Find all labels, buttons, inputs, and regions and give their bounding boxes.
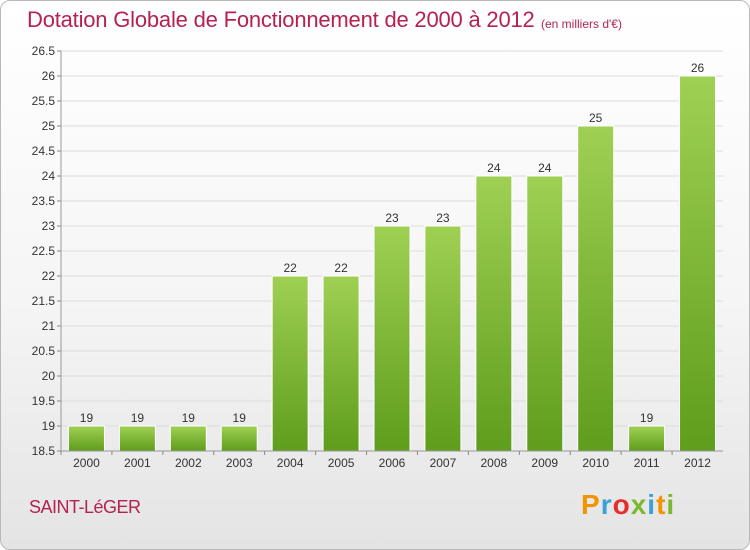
x-tick-label: 2004 bbox=[277, 456, 304, 470]
bar-2001 bbox=[118, 425, 156, 452]
logo-letter: t bbox=[656, 489, 667, 520]
bar-2004 bbox=[271, 275, 309, 452]
bar-value-label: 22 bbox=[283, 261, 297, 275]
bar-value-label: 22 bbox=[334, 261, 348, 275]
bar-value-label: 19 bbox=[233, 411, 247, 425]
y-tick-label: 20.5 bbox=[32, 344, 56, 358]
x-tick-label: 2009 bbox=[531, 456, 558, 470]
logo-letter: x bbox=[630, 489, 648, 520]
logo-letter: o bbox=[612, 489, 631, 520]
y-tick-label: 26 bbox=[42, 69, 56, 83]
y-tick-label: 21.5 bbox=[32, 294, 56, 308]
bar-2011 bbox=[628, 425, 666, 452]
bar-2008 bbox=[475, 175, 513, 452]
y-tick-label: 25.5 bbox=[32, 94, 56, 108]
y-tick-label: 18.5 bbox=[32, 444, 56, 458]
bar-2006 bbox=[373, 225, 411, 452]
x-tick-label: 2011 bbox=[634, 456, 660, 470]
logo-letter: i bbox=[666, 489, 676, 520]
commune-name: SAINT-LéGER bbox=[29, 497, 141, 517]
x-tick-label: 2005 bbox=[328, 456, 355, 470]
bar-2007 bbox=[424, 225, 462, 452]
bar-2000 bbox=[67, 425, 105, 452]
x-tick-label: 2012 bbox=[684, 456, 711, 470]
bar-value-label: 19 bbox=[640, 411, 654, 425]
y-tick-label: 24 bbox=[42, 169, 56, 183]
bar-value-label: 23 bbox=[436, 211, 450, 225]
y-tick-label: 24.5 bbox=[32, 144, 56, 158]
logo-letter: r bbox=[600, 489, 613, 520]
y-tick-label: 22.5 bbox=[32, 244, 56, 258]
bar-value-label: 19 bbox=[131, 411, 145, 425]
bar-2012 bbox=[679, 75, 717, 452]
y-tick-label: 26.5 bbox=[32, 44, 56, 58]
bar-value-label: 26 bbox=[691, 61, 705, 75]
x-tick-label: 2007 bbox=[430, 456, 457, 470]
bar-value-label: 24 bbox=[538, 161, 552, 175]
logo-letter: P bbox=[581, 489, 601, 520]
x-tick-label: 2010 bbox=[582, 456, 609, 470]
x-tick-label: 2001 bbox=[124, 456, 151, 470]
bar-2005 bbox=[322, 275, 360, 452]
x-tick-label: 2003 bbox=[226, 456, 253, 470]
x-tick-label: 2000 bbox=[73, 456, 100, 470]
y-tick-label: 21 bbox=[42, 319, 56, 333]
y-tick-label: 19.5 bbox=[32, 394, 56, 408]
bar-value-label: 19 bbox=[80, 411, 94, 425]
bar-value-label: 19 bbox=[182, 411, 196, 425]
bar-value-label: 24 bbox=[487, 161, 501, 175]
y-tick-label: 25 bbox=[42, 119, 56, 133]
y-tick-label: 23 bbox=[42, 219, 56, 233]
chart-title: Dotation Globale de Fonctionnement de 20… bbox=[27, 7, 535, 32]
bar-value-label: 25 bbox=[589, 111, 603, 125]
x-tick-label: 2002 bbox=[175, 456, 202, 470]
x-tick-label: 2008 bbox=[480, 456, 507, 470]
y-tick-label: 23.5 bbox=[32, 194, 56, 208]
bar-2002 bbox=[169, 425, 207, 452]
bar-2010 bbox=[577, 125, 615, 452]
logo-letter: i bbox=[647, 489, 657, 520]
y-tick-label: 20 bbox=[42, 369, 56, 383]
bar-2009 bbox=[526, 175, 564, 452]
y-tick-label: 22 bbox=[42, 269, 56, 283]
x-tick-label: 2006 bbox=[379, 456, 406, 470]
bar-2003 bbox=[220, 425, 258, 452]
proxiti-logo[interactable]: Proxiti bbox=[581, 489, 675, 521]
y-tick-label: 19 bbox=[42, 419, 56, 433]
bar-value-label: 23 bbox=[385, 211, 399, 225]
units-label: (en milliers d'€) bbox=[541, 17, 622, 31]
